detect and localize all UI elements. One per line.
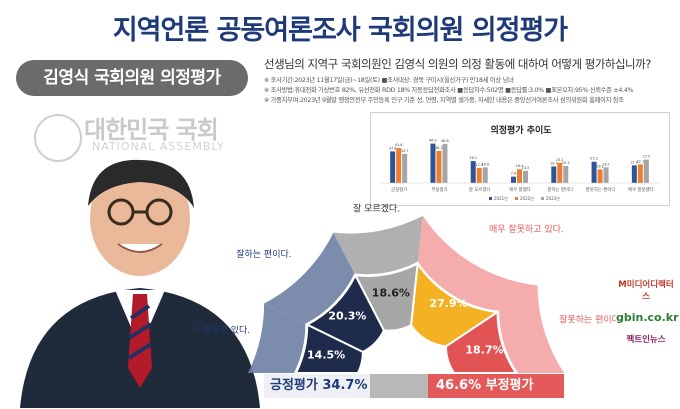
trend-bar (557, 162, 563, 183)
trend-bar (442, 143, 448, 183)
trend-value-label: 20.3 (562, 161, 570, 165)
trend-category-label: 잘못하는 편이다 (586, 186, 616, 193)
trend-bar (643, 159, 649, 183)
donut-category-label: 잘 모르겠다. (353, 203, 400, 215)
trend-bar (591, 161, 597, 183)
trend-value-label: 25.3 (590, 157, 598, 161)
donut-value-label: 14.5% (307, 348, 345, 361)
trend-chart-panel: 의정평가 추이도 37.6 41.6 34.7 긍정평가 46.9 38.2 46.6 부정평… (370, 112, 670, 206)
trend-value-label: 19.7 (550, 161, 558, 165)
donut-halo-slice (499, 285, 564, 373)
trend-legend-label: 2023년 (546, 195, 560, 201)
legislator-badge: 김영식 국회의원 의정평가 (16, 60, 248, 96)
donut-halo-slice (417, 215, 538, 311)
positive-label: 긍정평가 (270, 378, 318, 393)
trend-value-label: 18.7 (602, 162, 610, 166)
trend-bar (523, 170, 528, 183)
trend-category-label: 매우 잘했다 (509, 186, 531, 193)
method-line: ※ 조사기간:2023년 11월17일(금)~18일(토) ■조사대상: 경북 … (264, 77, 514, 84)
trend-bar (476, 167, 482, 183)
trend-legend-swatch (489, 197, 492, 200)
method-line: ※ 조사방법:휴대전화 가상번호 82%, 유선전화 RDD 18% 자동응답전… (264, 87, 634, 94)
donut-slice (444, 310, 518, 374)
donut-category-label: 잘못하는 편이다. (559, 314, 616, 326)
trend-value-label: 17.9 (475, 163, 483, 167)
trend-legend-label: 2021년 (494, 195, 508, 201)
source-logo: M미디어디렉터스 (618, 280, 674, 302)
trend-value-label: 26.1 (469, 156, 477, 160)
positive-value: 34.7% (322, 378, 368, 393)
trend-value-label: 7.6 (511, 172, 516, 176)
evaluation-donut-chart: 14.5% 매우 잘하고 있다. 20.3% 잘하는 편이다. 18.6% 잘 모르겠다.… (196, 203, 616, 374)
negative-label: 부정평가 (485, 378, 534, 393)
trend-value-label: 46.6 (441, 139, 449, 143)
trend-bar (551, 166, 557, 183)
trend-chart: 의정평가 추이도 37.641.6 34.7 긍정평가 46.9 38.2 46.6 부정평… (379, 124, 661, 201)
negative-summary: 46.6% 부정평가 (428, 374, 564, 398)
source-logo: gbin.co.kr (616, 311, 679, 324)
trend-bar (482, 167, 488, 183)
trend-value-label: 37.6 (389, 146, 397, 150)
donut-halo-slice (264, 232, 355, 324)
survey-method: ※ 조사기간:2023년 11월17일(금)~18일(토) ■조사대상: 경북 … (264, 76, 674, 106)
trend-bar (637, 164, 643, 183)
trend-value-label: 21.0 (631, 160, 639, 164)
donut-halo-slice (333, 215, 423, 275)
survey-question: 선생님의 지역구 국회의원인 김영식 의원의 의정 활동에 대하여 어떻게 평가… (264, 57, 651, 71)
donut-value-label: 18.7% (465, 343, 503, 356)
trend-value-label: 16.4 (516, 164, 524, 168)
negative-value: 46.6% (436, 378, 482, 393)
donut-value-label: 27.9% (429, 297, 467, 310)
assembly-seal-icon (34, 114, 82, 162)
trend-category-label: 잘하는 편이다 (547, 186, 573, 193)
trend-chart-title: 의정평가 추이도 (490, 124, 552, 136)
trend-bar (436, 150, 442, 183)
donut-category-label: 잘하는 편이다. (236, 248, 291, 260)
trend-value-label: 38.2 (435, 146, 443, 150)
trend-legend-label: 2022년 (520, 195, 534, 201)
donut-value-label: 18.6% (372, 286, 410, 299)
trend-bar (511, 176, 516, 183)
trend-value-label: 18.6 (481, 162, 489, 166)
trend-bar (430, 143, 436, 183)
page-title: 지역언론 공동여론조사 국회의원 의정평가 (112, 15, 568, 46)
trend-bar (396, 148, 402, 183)
assembly-watermark-sub: NATIONAL ASSEMBLY (92, 140, 225, 153)
donut-halo-slice (248, 303, 306, 373)
trend-value-label: 46.9 (429, 139, 437, 143)
donut-category-label: 매우 잘못하고 있다. (489, 223, 564, 235)
trend-bar (597, 169, 603, 183)
trend-category-label: 긍정평가 (391, 186, 407, 193)
trend-legend-swatch (515, 197, 518, 200)
trend-value-label: 14.5 (522, 166, 530, 170)
trend-category-label: 부정평가 (431, 186, 447, 193)
trend-value-label: 22.1 (637, 159, 645, 163)
trend-bar (470, 161, 476, 183)
trend-value-label: 27.9 (643, 155, 651, 159)
source-logo: 팩트인뉴스 (626, 335, 666, 345)
assembly-watermark: 대한민국 국회 (84, 116, 219, 144)
neutral-summary-bar (370, 374, 428, 398)
trend-value-label: 41.6 (395, 143, 403, 147)
trend-bar (631, 165, 637, 183)
donut-value-label: 20.3% (328, 310, 366, 323)
trend-bar (402, 153, 408, 183)
trend-value-label: 34.7 (401, 149, 409, 153)
trend-value-label: 16.1 (596, 164, 604, 168)
trend-value-label: 24.1 (556, 158, 564, 162)
trend-bar (603, 167, 609, 183)
trend-bar (517, 169, 522, 183)
trend-bar (390, 151, 396, 183)
method-line: ※ 가중치부여:2023년 9월말 행정안전부 주민등록 인구 기준 성, 연령… (264, 97, 624, 104)
trend-bar (563, 165, 569, 183)
legislator-photo (20, 159, 260, 408)
trend-category-label: 잘 모르겠다 (469, 186, 491, 193)
trend-category-label: 매우 잘못했다 (628, 186, 654, 193)
trend-legend-swatch (541, 197, 544, 200)
donut-category-label: 매우 잘하고 있다. (196, 324, 250, 336)
media-sources: M미디어디렉터스 gbin.co.kr 팩트인뉴스 (616, 278, 679, 354)
